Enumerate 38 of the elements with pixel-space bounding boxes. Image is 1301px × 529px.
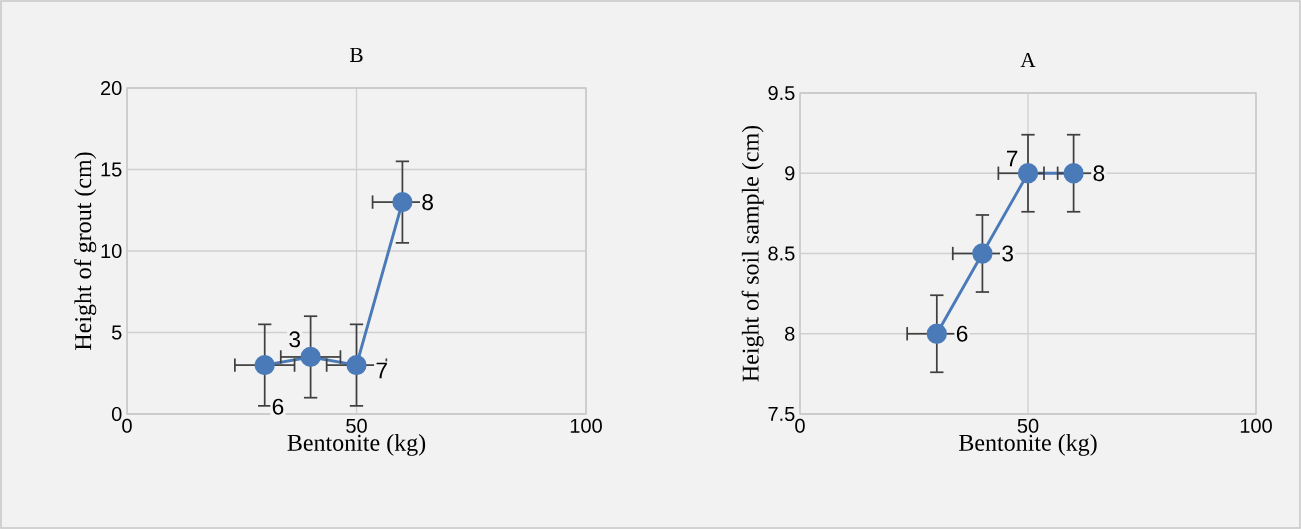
annotation: 3 xyxy=(289,331,301,348)
annotation: 6 xyxy=(272,398,284,415)
point xyxy=(972,243,993,264)
x-tick-label: 100 xyxy=(570,418,602,433)
x-tick-label: 0 xyxy=(122,418,132,433)
x-axis-title: Bentonite (kg) xyxy=(959,434,1097,456)
point xyxy=(254,354,275,376)
x-axis-title: Bentonite (kg) xyxy=(287,434,426,456)
x-tick-label: 100 xyxy=(1240,418,1272,433)
y-tick-label: 7.5 xyxy=(768,407,795,421)
y-axis-title: Height of soil sample (cm) xyxy=(741,125,764,382)
point xyxy=(1063,163,1084,184)
point xyxy=(392,191,413,213)
y-tick-label: 0 xyxy=(111,406,122,422)
chart-title: A xyxy=(1020,52,1036,67)
x-tick-label: 0 xyxy=(795,418,805,433)
point xyxy=(926,323,947,344)
point xyxy=(1017,163,1039,184)
point xyxy=(346,354,367,376)
annotation: 6 xyxy=(956,325,968,342)
chart-title: B xyxy=(350,47,363,62)
y-tick-label: 9.5 xyxy=(768,85,795,101)
y-tick-label: 10 xyxy=(101,243,122,259)
y-tick-label: 15 xyxy=(101,162,122,177)
y-tick-label: 5 xyxy=(111,325,122,340)
annotation: 8 xyxy=(1093,165,1105,182)
annotation: 8 xyxy=(422,194,433,211)
point xyxy=(300,346,321,368)
y-tick-label: 8.5 xyxy=(768,246,795,261)
annotation: 3 xyxy=(1002,245,1013,262)
y-tick-label: 8 xyxy=(785,326,795,341)
x-tick-label: 50 xyxy=(1017,418,1039,433)
y-tick-label: 20 xyxy=(101,80,122,96)
x-tick-label: 50 xyxy=(346,418,367,433)
annotation: 7 xyxy=(376,362,387,379)
y-axis-title: Height of grout (cm) xyxy=(74,152,97,350)
y-tick-label: 9 xyxy=(785,166,795,181)
annotation: 7 xyxy=(1006,150,1018,167)
